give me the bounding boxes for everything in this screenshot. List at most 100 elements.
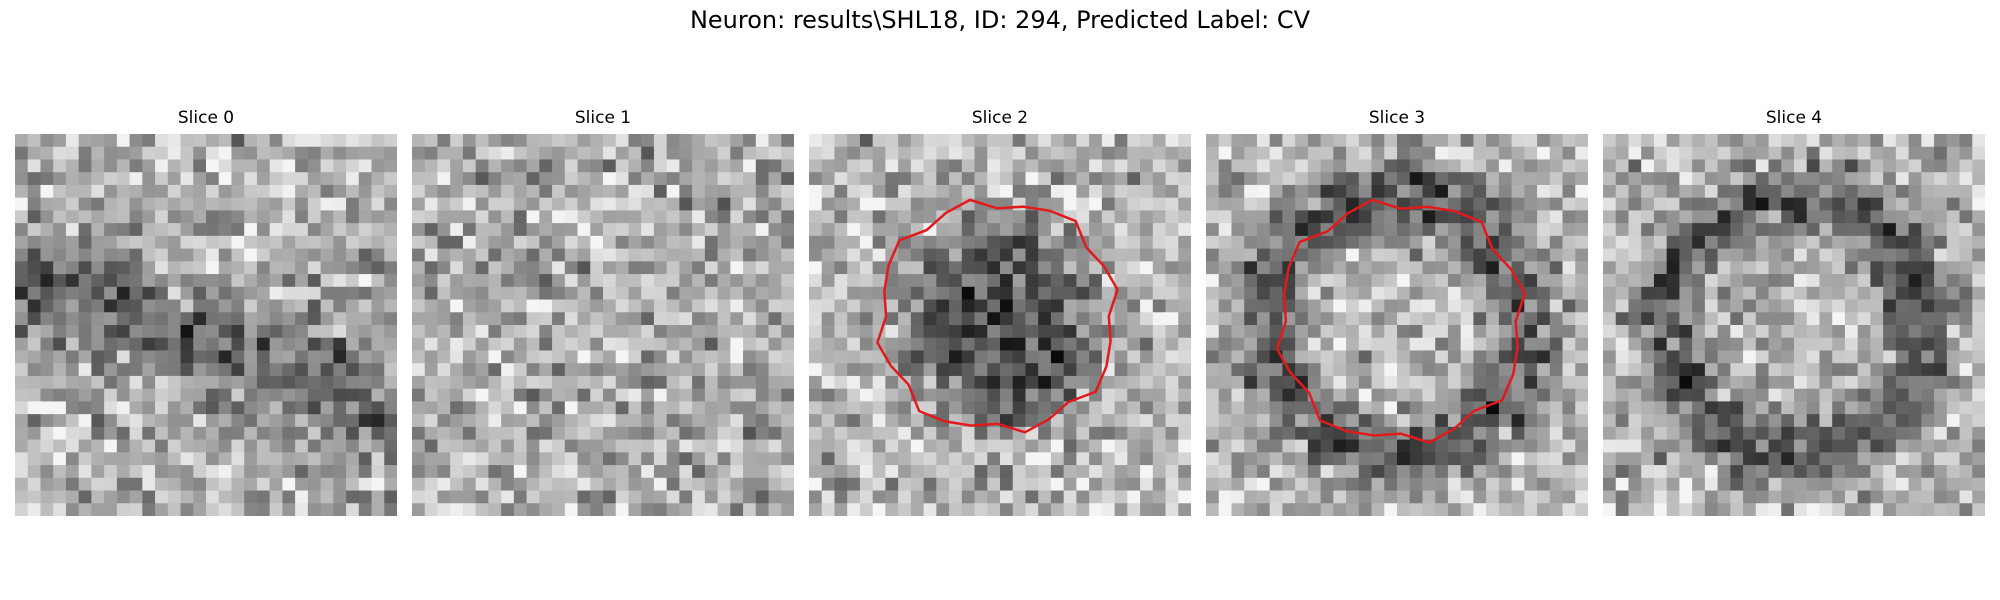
pixel bbox=[1717, 210, 1731, 224]
pixel bbox=[1346, 363, 1360, 377]
pixel bbox=[1307, 223, 1322, 237]
pixel bbox=[206, 375, 220, 390]
pixel bbox=[526, 426, 540, 441]
pixel bbox=[1346, 286, 1360, 301]
pixel bbox=[104, 375, 118, 390]
pixel bbox=[539, 274, 553, 288]
pixel bbox=[910, 426, 925, 441]
pixel bbox=[821, 274, 836, 288]
pixel bbox=[821, 490, 836, 504]
pixel bbox=[1447, 184, 1462, 199]
pixel bbox=[424, 337, 439, 352]
pixel bbox=[1717, 299, 1731, 313]
pixel bbox=[142, 261, 156, 275]
pixel bbox=[1908, 375, 1922, 390]
pixel bbox=[1422, 210, 1436, 224]
pixel bbox=[256, 426, 271, 441]
pixel bbox=[1653, 426, 1668, 441]
pixel bbox=[1730, 388, 1744, 402]
pixel bbox=[1089, 363, 1103, 377]
pixel bbox=[193, 439, 207, 453]
pixel bbox=[974, 350, 988, 364]
pixel bbox=[1218, 452, 1233, 466]
pixel bbox=[1307, 337, 1322, 352]
pixel bbox=[987, 235, 1001, 250]
pixel bbox=[809, 248, 823, 262]
pixel bbox=[320, 375, 334, 390]
pixel bbox=[1615, 312, 1630, 326]
pixel bbox=[885, 414, 899, 428]
pixel bbox=[104, 197, 118, 211]
pixel bbox=[1615, 388, 1630, 402]
pixel bbox=[1641, 172, 1655, 186]
pixel bbox=[1178, 146, 1191, 161]
pixel bbox=[1498, 363, 1513, 377]
pixel bbox=[743, 210, 757, 224]
pixel bbox=[1883, 159, 1897, 173]
pixel bbox=[1524, 363, 1538, 377]
pixel bbox=[462, 172, 477, 186]
pixel bbox=[1256, 261, 1271, 275]
pixel bbox=[1307, 363, 1322, 377]
pixel bbox=[704, 159, 719, 173]
pixel bbox=[346, 426, 360, 441]
pixel bbox=[1908, 210, 1922, 224]
pixel bbox=[1575, 146, 1588, 161]
pixel bbox=[244, 146, 258, 161]
pixel bbox=[78, 235, 92, 250]
pixel bbox=[155, 401, 169, 415]
pixel bbox=[244, 172, 258, 186]
pixel bbox=[743, 388, 757, 402]
pixel bbox=[1320, 477, 1334, 492]
pixel bbox=[53, 375, 67, 390]
pixel bbox=[450, 223, 464, 237]
pixel bbox=[1743, 235, 1757, 250]
pixel bbox=[1934, 414, 1948, 428]
pixel bbox=[1679, 401, 1693, 415]
pixel bbox=[282, 439, 296, 453]
pixel bbox=[666, 172, 680, 186]
pixel bbox=[1447, 235, 1462, 250]
pixel bbox=[1012, 248, 1027, 262]
pixel bbox=[1908, 299, 1922, 313]
pixel bbox=[1101, 439, 1116, 453]
pixel bbox=[1358, 248, 1373, 262]
pixel bbox=[590, 299, 604, 313]
pixel bbox=[27, 172, 42, 186]
pixel bbox=[1435, 363, 1449, 377]
pixel bbox=[1666, 490, 1680, 504]
pixel bbox=[40, 363, 54, 377]
pixel bbox=[1549, 350, 1564, 364]
pixel bbox=[1603, 503, 1617, 516]
pixel bbox=[1946, 197, 1961, 211]
pixel bbox=[488, 248, 502, 262]
pixel bbox=[104, 286, 118, 301]
pixel bbox=[641, 261, 655, 275]
pixel bbox=[65, 235, 80, 250]
pixel bbox=[1012, 452, 1027, 466]
pixel bbox=[1498, 223, 1513, 237]
pixel bbox=[1511, 146, 1525, 161]
pixel bbox=[1844, 439, 1859, 453]
pixel bbox=[475, 375, 489, 390]
pixel bbox=[1692, 325, 1706, 339]
pixel bbox=[961, 286, 976, 301]
pixel bbox=[1050, 134, 1065, 148]
pixel bbox=[834, 350, 848, 364]
pixel bbox=[1165, 452, 1179, 466]
pixel bbox=[231, 477, 245, 492]
pixel bbox=[1641, 134, 1655, 148]
pixel bbox=[462, 503, 477, 516]
pixel bbox=[936, 439, 950, 453]
pixel bbox=[1615, 325, 1630, 339]
pixel bbox=[116, 197, 131, 211]
pixel bbox=[1050, 312, 1065, 326]
pixel bbox=[1666, 223, 1680, 237]
pixel bbox=[501, 350, 515, 364]
pixel bbox=[27, 159, 42, 173]
pixel bbox=[1000, 134, 1014, 148]
pixel bbox=[1857, 274, 1871, 288]
pixel bbox=[743, 172, 757, 186]
pixel bbox=[513, 172, 528, 186]
pixel bbox=[1819, 184, 1833, 199]
